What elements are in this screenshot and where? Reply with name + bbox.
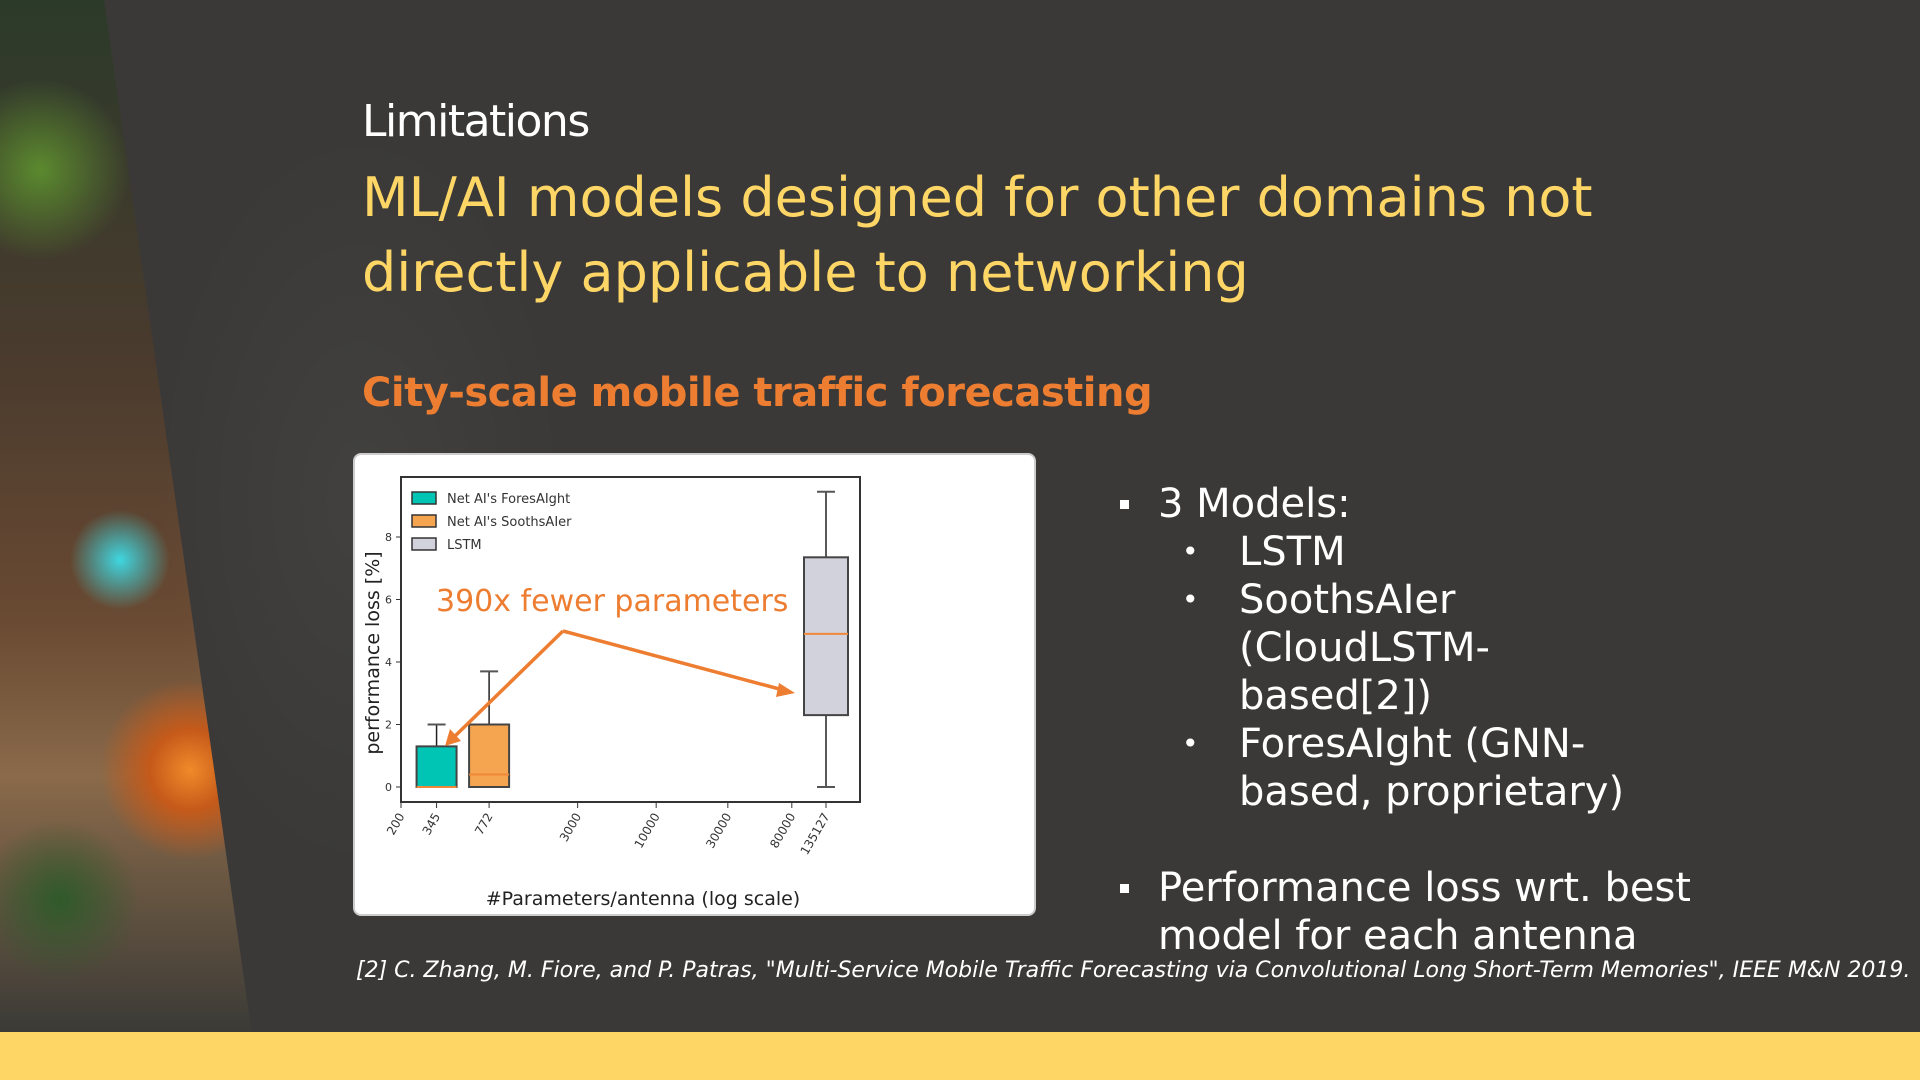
legend-swatch: [411, 491, 437, 505]
box-net-ai-s-foresaight: [415, 745, 458, 788]
bullet-performance: Performance loss wrt. best model for eac…: [1120, 864, 1718, 960]
footer-bar: [0, 1032, 1920, 1080]
legend-label: LSTM: [447, 538, 482, 553]
bullet-model-lstm: LSTM: [1120, 528, 1639, 576]
x-tick-label: 3000: [557, 811, 584, 844]
boxplot-chart: 0 2 4 6 8 200 345 772 3000 10000 30000 80000 135127 #…: [353, 453, 1036, 916]
legend-label: Net AI's ForesAIght: [447, 492, 570, 507]
box-lstm: [803, 556, 849, 717]
arrowhead-right: [776, 683, 795, 697]
legend-label: Net AI's SoothsAIer: [447, 515, 572, 530]
legend-swatch: [411, 514, 437, 528]
arrowhead-left: [445, 729, 461, 746]
y-tick-label: 2: [385, 719, 392, 732]
y-tick-label: 0: [385, 781, 392, 794]
arrow-left: [451, 629, 565, 740]
legend-swatch: [411, 537, 437, 551]
x-tick-label: 345: [420, 811, 444, 838]
y-tick-label: 8: [385, 531, 392, 544]
slide-title: Limitations: [362, 96, 590, 147]
slide-subheading: City-scale mobile traffic forecasting: [362, 370, 1153, 416]
bullet-models: 3 Models:: [1120, 480, 1718, 528]
annotation-text: 390x fewer parameters: [436, 584, 788, 619]
x-tick-label: 135127: [798, 811, 833, 858]
x-tick-label: 30000: [703, 811, 734, 851]
x-tick-label: 772: [472, 811, 496, 838]
bullet-list: 3 Models: LSTM SoothsAIer (CloudLSTM-bas…: [1120, 480, 1718, 960]
box-net-ai-s-soothsaier: [468, 723, 511, 788]
bullet-model-foresaight: ForesAIght (GNN-based, proprietary): [1120, 720, 1639, 816]
citation: [2] C. Zhang, M. Fiore, and P. Patras, "…: [356, 958, 1911, 983]
arrow-right: [562, 629, 784, 692]
slide-heading: ML/AI models designed for other domains …: [362, 166, 1593, 304]
x-tick-label: 10000: [632, 811, 663, 851]
chart-svg: 0 2 4 6 8 200 345 772 3000 10000 30000 80000 135127 #…: [362, 476, 861, 910]
y-tick-label: 6: [385, 594, 392, 607]
y-axis-label: performance loss [%]: [362, 551, 384, 754]
x-tick-label: 200: [384, 811, 408, 838]
y-tick-label: 4: [385, 656, 392, 669]
x-tick-label: 80000: [767, 811, 798, 851]
x-axis-label: #Parameters/antenna (log scale): [486, 888, 800, 910]
bullet-model-soothsaier: SoothsAIer (CloudLSTM-based[2]): [1120, 576, 1639, 720]
